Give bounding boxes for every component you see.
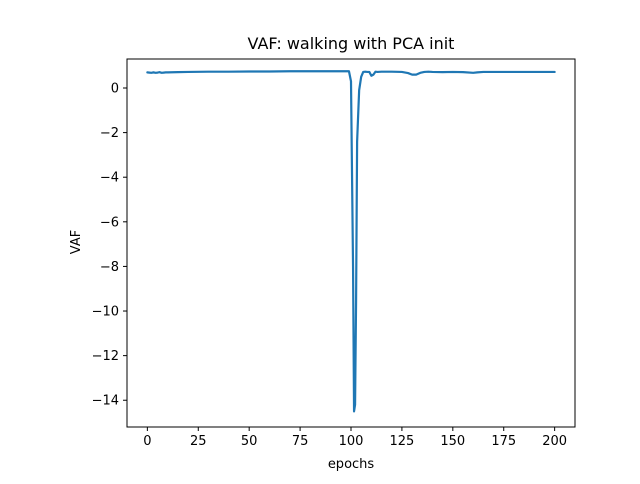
y-tick-label: 0 bbox=[111, 81, 119, 96]
x-tick-label: 150 bbox=[440, 434, 465, 449]
series-line-0 bbox=[146, 70, 556, 413]
y-tick-label: −12 bbox=[92, 349, 119, 364]
x-axis-ticks: 0 25 50 75 100 125 150 175 200 bbox=[143, 427, 567, 449]
x-tick-label: 200 bbox=[542, 434, 567, 449]
x-axis-label: epochs bbox=[328, 457, 375, 472]
y-tick-label: −6 bbox=[100, 215, 119, 230]
y-tick-label: −4 bbox=[100, 171, 119, 186]
y-tick-label: −14 bbox=[92, 394, 119, 409]
x-tick-label: 100 bbox=[339, 434, 364, 449]
y-tick-label: −8 bbox=[100, 260, 119, 275]
y-tick-label: −10 bbox=[92, 305, 119, 320]
x-tick-label: 0 bbox=[143, 434, 151, 449]
y-tick-label: −2 bbox=[100, 126, 119, 141]
x-tick-label: 25 bbox=[190, 434, 207, 449]
chart-title: VAF: walking with PCA init bbox=[248, 34, 455, 53]
x-tick-label: 50 bbox=[241, 434, 258, 449]
x-tick-label: 75 bbox=[292, 434, 309, 449]
x-tick-label: 125 bbox=[389, 434, 414, 449]
x-tick-label: 175 bbox=[491, 434, 516, 449]
y-axis-label: VAF bbox=[69, 230, 84, 254]
y-axis-ticks: 0 −2 −4 −6 −8 −10 −12 −14 bbox=[92, 81, 127, 409]
plot-area bbox=[126, 58, 576, 428]
